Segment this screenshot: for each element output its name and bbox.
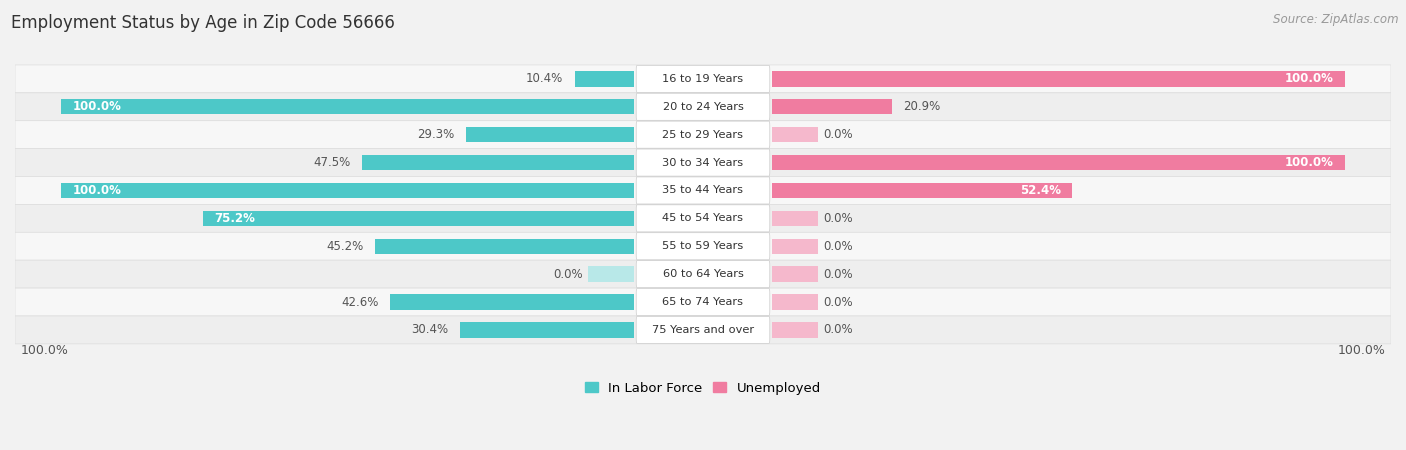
Bar xyxy=(772,71,1346,86)
Text: 0.0%: 0.0% xyxy=(824,128,853,141)
Bar xyxy=(772,211,818,226)
Text: 100.0%: 100.0% xyxy=(1285,72,1334,86)
Bar xyxy=(60,99,634,114)
Bar xyxy=(389,294,634,310)
Text: 30.4%: 30.4% xyxy=(412,324,449,337)
Text: 75.2%: 75.2% xyxy=(215,212,256,225)
Text: 0.0%: 0.0% xyxy=(824,296,853,309)
Bar xyxy=(772,294,818,310)
Text: 35 to 44 Years: 35 to 44 Years xyxy=(662,185,744,195)
FancyBboxPatch shape xyxy=(15,65,1391,93)
FancyBboxPatch shape xyxy=(636,316,770,343)
FancyBboxPatch shape xyxy=(15,176,1391,204)
Bar xyxy=(772,99,891,114)
Text: 100.0%: 100.0% xyxy=(72,100,121,113)
Text: Source: ZipAtlas.com: Source: ZipAtlas.com xyxy=(1274,14,1399,27)
Legend: In Labor Force, Unemployed: In Labor Force, Unemployed xyxy=(579,376,827,400)
FancyBboxPatch shape xyxy=(15,121,1391,148)
FancyBboxPatch shape xyxy=(15,204,1391,232)
Text: 75 Years and over: 75 Years and over xyxy=(652,325,754,335)
FancyBboxPatch shape xyxy=(636,205,770,232)
Text: 100.0%: 100.0% xyxy=(1337,344,1385,357)
Text: 30 to 34 Years: 30 to 34 Years xyxy=(662,158,744,167)
Text: 10.4%: 10.4% xyxy=(526,72,564,86)
Text: 45 to 54 Years: 45 to 54 Years xyxy=(662,213,744,223)
FancyBboxPatch shape xyxy=(15,288,1391,316)
Bar xyxy=(361,155,634,170)
Text: 29.3%: 29.3% xyxy=(418,128,454,141)
Text: 16 to 19 Years: 16 to 19 Years xyxy=(662,74,744,84)
Bar xyxy=(460,322,634,338)
FancyBboxPatch shape xyxy=(15,260,1391,288)
Text: 0.0%: 0.0% xyxy=(824,240,853,253)
Bar xyxy=(772,238,818,254)
FancyBboxPatch shape xyxy=(15,148,1391,176)
Text: 100.0%: 100.0% xyxy=(72,184,121,197)
FancyBboxPatch shape xyxy=(636,149,770,176)
FancyBboxPatch shape xyxy=(15,316,1391,344)
Bar xyxy=(467,127,634,142)
Text: 60 to 64 Years: 60 to 64 Years xyxy=(662,269,744,279)
Text: 20 to 24 Years: 20 to 24 Years xyxy=(662,102,744,112)
Text: 65 to 74 Years: 65 to 74 Years xyxy=(662,297,744,307)
Text: 42.6%: 42.6% xyxy=(342,296,378,309)
Bar xyxy=(60,183,634,198)
FancyBboxPatch shape xyxy=(15,93,1391,121)
Bar xyxy=(772,322,818,338)
FancyBboxPatch shape xyxy=(636,288,770,315)
Text: 52.4%: 52.4% xyxy=(1019,184,1060,197)
Bar xyxy=(772,266,818,282)
FancyBboxPatch shape xyxy=(636,65,770,92)
Text: 0.0%: 0.0% xyxy=(553,268,582,281)
Text: Employment Status by Age in Zip Code 56666: Employment Status by Age in Zip Code 566… xyxy=(11,14,395,32)
Text: 100.0%: 100.0% xyxy=(21,344,69,357)
Bar xyxy=(772,127,818,142)
Bar xyxy=(575,71,634,86)
Text: 0.0%: 0.0% xyxy=(824,324,853,337)
Text: 55 to 59 Years: 55 to 59 Years xyxy=(662,241,744,251)
FancyBboxPatch shape xyxy=(636,233,770,260)
Bar xyxy=(588,266,634,282)
Bar xyxy=(772,183,1073,198)
Text: 47.5%: 47.5% xyxy=(314,156,350,169)
Text: 45.2%: 45.2% xyxy=(326,240,364,253)
FancyBboxPatch shape xyxy=(636,261,770,288)
Text: 0.0%: 0.0% xyxy=(824,268,853,281)
FancyBboxPatch shape xyxy=(636,93,770,120)
Bar xyxy=(375,238,634,254)
FancyBboxPatch shape xyxy=(15,232,1391,260)
Text: 25 to 29 Years: 25 to 29 Years xyxy=(662,130,744,140)
Bar xyxy=(772,155,1346,170)
Text: 100.0%: 100.0% xyxy=(1285,156,1334,169)
Bar xyxy=(202,211,634,226)
Text: 20.9%: 20.9% xyxy=(903,100,941,113)
FancyBboxPatch shape xyxy=(636,121,770,148)
Text: 0.0%: 0.0% xyxy=(824,212,853,225)
FancyBboxPatch shape xyxy=(636,177,770,204)
